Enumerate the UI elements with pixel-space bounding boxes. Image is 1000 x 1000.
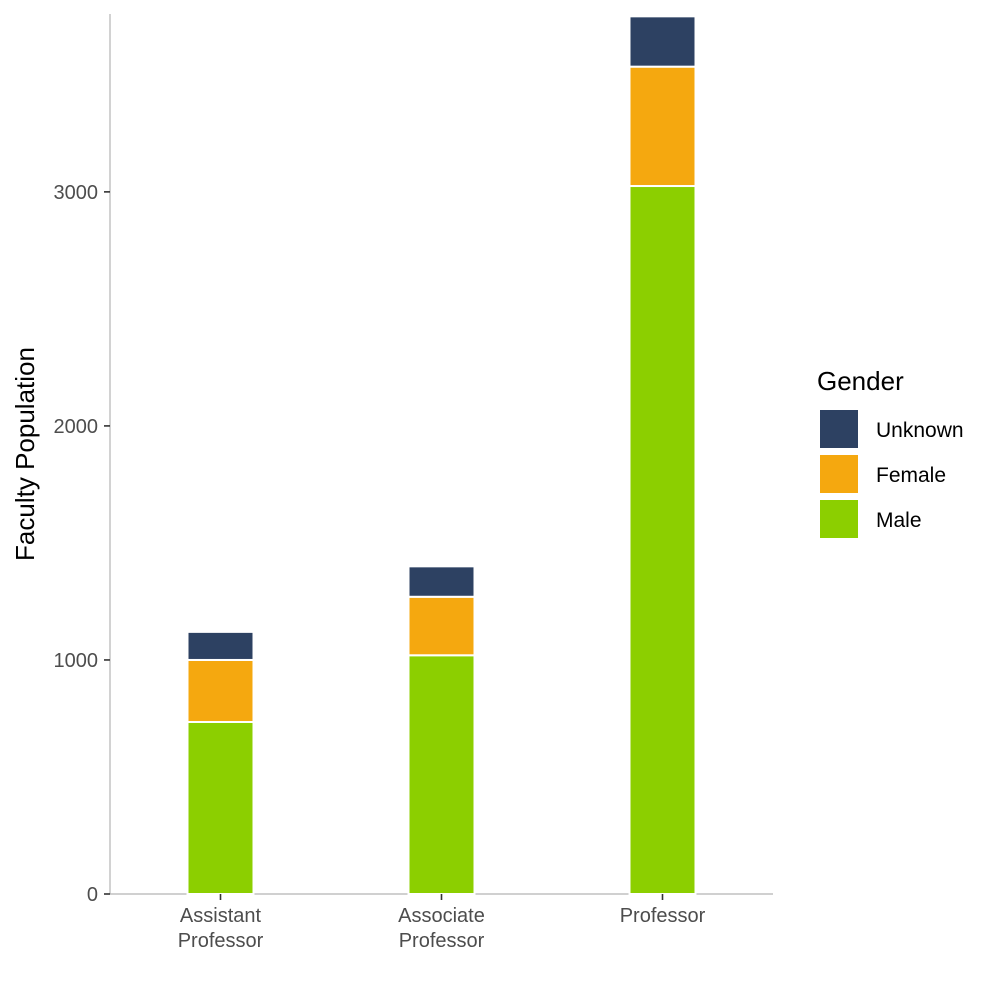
legend: Gender Unknown Female Male (817, 366, 964, 538)
x-tick-label-line: Professor (620, 905, 706, 927)
x-ticks: Assistant Professor Associate Professor Prof… (178, 894, 706, 952)
bar-female-professor (628, 65, 697, 188)
y-tick-label: 0 (87, 884, 98, 906)
legend-title: Gender (817, 366, 904, 396)
bar-unknown-associate-professor (407, 565, 476, 598)
bar-male-professor (628, 185, 697, 895)
x-tick-label-line: Professor (178, 930, 264, 952)
legend-label-unknown: Unknown (876, 419, 964, 442)
bar-female-associate-professor (407, 595, 476, 657)
legend-label-female: Female (876, 464, 946, 487)
y-tick-label: 3000 (54, 182, 99, 204)
bars-group (186, 15, 697, 896)
x-tick-label-line: Associate (398, 905, 485, 927)
bar-unknown-professor (628, 15, 697, 68)
y-tick-label: 1000 (54, 650, 99, 672)
bar-male-assistant-professor (186, 720, 255, 895)
legend-key-male (820, 500, 858, 538)
bar-male-associate-professor (407, 654, 476, 896)
x-tick-label: Professor (620, 905, 706, 927)
legend-label-male: Male (876, 509, 922, 532)
legend-key-unknown (820, 410, 858, 448)
bar-female-assistant-professor (186, 658, 255, 723)
x-tick-label-line: Assistant (180, 905, 262, 927)
x-tick-label: Assistant Professor (178, 905, 264, 952)
y-axis-label: Faculty Population (10, 347, 40, 561)
x-tick-label: Associate Professor (398, 905, 485, 952)
y-tick-label: 2000 (54, 416, 99, 438)
bar-unknown-assistant-professor (186, 630, 255, 661)
y-ticks: 0 1000 2000 3000 (54, 182, 110, 906)
x-tick-label-line: Professor (399, 930, 485, 952)
legend-key-female (820, 455, 858, 493)
